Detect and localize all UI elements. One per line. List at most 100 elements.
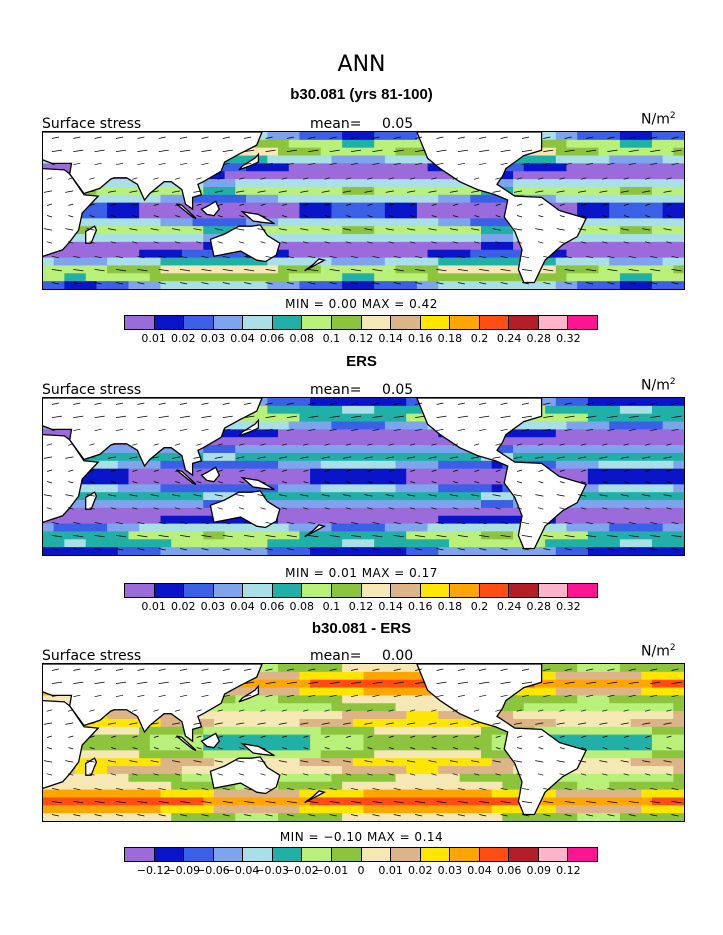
field-cell xyxy=(320,210,333,219)
field-cell xyxy=(523,163,536,172)
field-cell xyxy=(630,805,642,814)
stress-vector xyxy=(46,203,53,206)
stress-vector xyxy=(500,535,511,538)
field-cell xyxy=(85,547,98,555)
field-cell xyxy=(192,531,204,540)
stress-vector xyxy=(479,521,487,525)
field-cell xyxy=(416,523,429,533)
field-cell xyxy=(278,218,290,227)
stress-vector xyxy=(73,814,81,817)
stress-vector xyxy=(513,760,523,763)
stress-vector xyxy=(46,709,52,712)
field-cell xyxy=(598,805,610,814)
stress-vector xyxy=(281,481,288,484)
landmass-nz xyxy=(304,258,327,272)
field-cell xyxy=(224,421,236,430)
field-cell xyxy=(577,687,589,696)
stress-vector xyxy=(265,269,276,272)
stress-vector xyxy=(457,282,465,285)
stress-vector xyxy=(535,228,544,231)
stress-vector xyxy=(238,709,245,712)
field-cell xyxy=(491,758,503,767)
field-cell xyxy=(406,797,418,806)
field-cell xyxy=(448,531,461,540)
field-cell xyxy=(619,679,632,689)
stress-vector xyxy=(367,443,373,446)
field-cell xyxy=(342,547,354,555)
stress-vector xyxy=(492,494,501,497)
field-cell xyxy=(181,734,194,744)
stress-vector xyxy=(516,507,523,510)
stress-vector xyxy=(372,282,380,285)
stress-vector xyxy=(479,668,487,671)
field-cell xyxy=(673,155,684,164)
field-cell xyxy=(406,766,418,775)
field-cell xyxy=(577,171,589,180)
stress-vector xyxy=(538,469,544,472)
field-cell xyxy=(64,531,76,540)
field-cell xyxy=(545,711,557,720)
stress-vector xyxy=(436,402,444,405)
field-cell xyxy=(363,460,375,470)
field-cell xyxy=(53,257,65,267)
field-cell xyxy=(192,226,204,235)
field-cell xyxy=(224,789,236,799)
stress-vector xyxy=(500,814,508,817)
field-cell xyxy=(320,687,333,696)
stress-vector xyxy=(329,814,337,817)
colorbar-tick-label: 0.03 xyxy=(437,864,463,877)
colorbar-swatch xyxy=(420,316,451,329)
field-cell xyxy=(406,179,418,188)
field-cell xyxy=(459,210,471,219)
field-cell xyxy=(662,476,674,485)
stress-vector xyxy=(244,521,252,525)
field-cell xyxy=(491,547,503,555)
stress-vector xyxy=(73,787,81,791)
field-cell xyxy=(662,734,674,744)
field-cell xyxy=(384,813,397,821)
field-cell xyxy=(545,523,557,533)
stress-vector xyxy=(650,282,658,285)
stress-vector xyxy=(607,255,615,259)
stress-vector xyxy=(137,801,148,804)
field-cell xyxy=(203,547,215,555)
field-cell xyxy=(139,797,151,806)
field-cell xyxy=(513,547,525,555)
stress-vector xyxy=(137,149,148,152)
field-cell xyxy=(299,679,311,689)
map-canvas xyxy=(43,664,684,821)
stress-vector xyxy=(642,456,651,459)
field-cell xyxy=(107,781,119,791)
stress-vector xyxy=(217,241,223,244)
colorbar-tick-label: 0.01 xyxy=(141,332,166,345)
field-cell xyxy=(555,429,568,438)
field-cell xyxy=(651,758,664,767)
field-cell xyxy=(342,155,354,164)
stress-vector xyxy=(180,136,188,139)
stress-vector xyxy=(308,787,316,791)
field-cell xyxy=(256,179,268,188)
field-cell xyxy=(320,797,333,806)
stress-vector xyxy=(350,801,362,804)
field-cell xyxy=(331,265,343,274)
field-cell xyxy=(513,773,525,783)
field-cell xyxy=(384,789,397,799)
field-cell xyxy=(502,515,514,525)
field-cell xyxy=(598,460,610,470)
field-cell xyxy=(651,194,664,204)
field-cell xyxy=(384,429,397,438)
field-cell xyxy=(427,539,439,548)
stress-vector xyxy=(599,722,608,725)
field-cell xyxy=(641,398,653,407)
field-cell xyxy=(363,132,375,141)
field-cell xyxy=(577,547,589,555)
field-cell xyxy=(342,226,354,235)
field-cell xyxy=(171,547,183,555)
field-cell xyxy=(53,539,65,548)
field-cell xyxy=(609,718,621,728)
stress-vector xyxy=(586,801,597,804)
field-cell xyxy=(416,218,429,227)
stress-vector xyxy=(372,814,380,817)
field-cell xyxy=(374,218,386,227)
field-cell xyxy=(352,813,365,821)
